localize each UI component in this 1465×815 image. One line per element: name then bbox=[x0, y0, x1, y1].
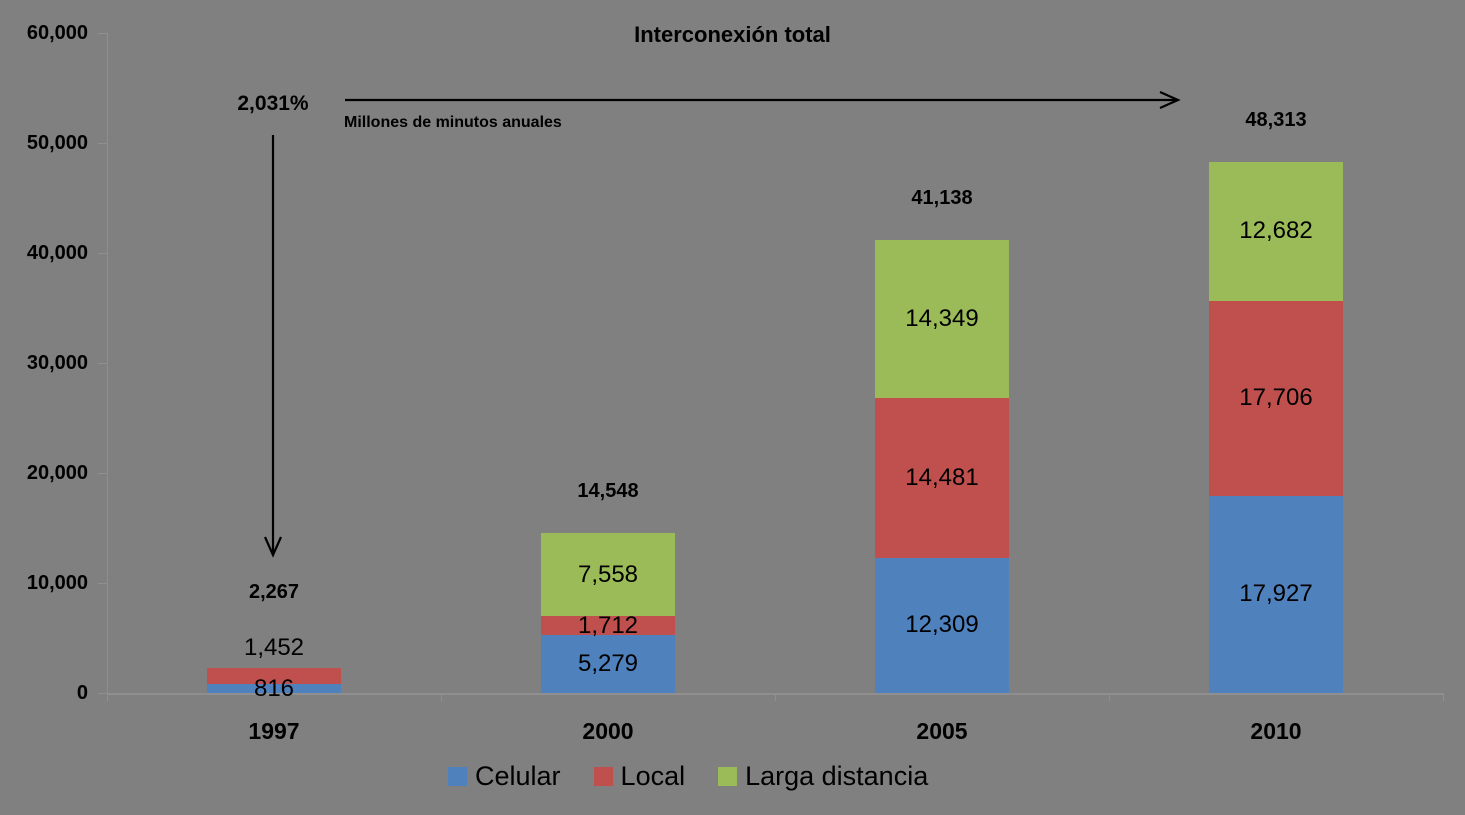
y-axis-tick bbox=[98, 693, 107, 694]
legend-item-local[interactable]: Local bbox=[593, 759, 686, 793]
legend-swatch-local bbox=[593, 766, 613, 786]
bar-segment-2000-larga-distancia[interactable] bbox=[541, 532, 675, 617]
y-axis-line bbox=[107, 33, 108, 693]
segment-label-2000-celular: 5,279 bbox=[577, 649, 639, 677]
bar-segment-2005-celular[interactable] bbox=[875, 557, 1009, 693]
x-axis-tick bbox=[775, 693, 776, 701]
y-axis-label-30000: 30,000 bbox=[26, 352, 88, 374]
y-axis-tick bbox=[98, 473, 107, 474]
legend-item-larga-distancia[interactable]: Larga distancia bbox=[718, 759, 928, 793]
total-label-1997: 2,267 bbox=[248, 581, 300, 604]
y-axis-label-0: 0 bbox=[76, 682, 88, 704]
y-axis-label-50000: 50,000 bbox=[26, 132, 88, 154]
x-axis-tick bbox=[107, 693, 108, 701]
bar-segment-2000-celular[interactable] bbox=[541, 634, 675, 693]
segment-label-1997-celular: 816 bbox=[253, 674, 295, 702]
growth-arrow-horizontal bbox=[345, 90, 1181, 110]
chart-legend: Celular Local Larga distancia bbox=[448, 759, 928, 793]
chart-title: Interconexión total bbox=[634, 22, 831, 47]
segment-label-1997-local: 1,452 bbox=[243, 634, 305, 662]
legend-swatch-celular bbox=[448, 766, 467, 786]
segment-label-2010-celular: 17,927 bbox=[1239, 580, 1313, 608]
y-axis-tick bbox=[98, 253, 107, 254]
y-axis-label-60000: 60,000 bbox=[26, 22, 88, 44]
bar-segment-2000-local[interactable] bbox=[541, 616, 675, 635]
y-axis-tick bbox=[98, 33, 107, 34]
growth-arrow-vertical bbox=[263, 135, 283, 558]
legend-label-larga-distancia: Larga distancia bbox=[745, 761, 929, 791]
bar-segment-2010-celular[interactable] bbox=[1209, 495, 1343, 693]
y-axis-label-20000: 20,000 bbox=[26, 462, 88, 484]
legend-label-local: Local bbox=[620, 761, 686, 791]
bar-segment-2010-larga-distancia[interactable] bbox=[1209, 161, 1343, 302]
segment-label-2010-local: 17,706 bbox=[1239, 384, 1313, 412]
segment-label-2000-local: 1,712 bbox=[577, 611, 639, 639]
x-axis-label-2005: 2005 bbox=[916, 718, 968, 744]
segment-label-2005-celular: 12,309 bbox=[905, 611, 979, 639]
legend-item-celular[interactable]: Celular bbox=[448, 759, 561, 793]
total-label-2005: 41,138 bbox=[911, 187, 973, 210]
segment-label-2010-larga-distancia: 12,682 bbox=[1239, 217, 1313, 245]
x-axis-label-1997: 1997 bbox=[248, 718, 300, 744]
y-axis-label-40000: 40,000 bbox=[26, 242, 88, 264]
y-axis-tick bbox=[98, 363, 107, 364]
x-axis-label-2000: 2000 bbox=[582, 718, 634, 744]
x-axis-tick bbox=[441, 693, 442, 701]
x-axis-tick bbox=[1443, 693, 1444, 701]
legend-swatch-larga-distancia bbox=[718, 766, 738, 786]
legend-label-celular: Celular bbox=[475, 761, 561, 791]
bar-segment-2010-local[interactable] bbox=[1209, 301, 1343, 496]
bar-segment-2005-larga-distancia[interactable] bbox=[875, 240, 1009, 399]
growth-percent-label: 2,031% bbox=[237, 92, 309, 115]
y-axis-label-10000: 10,000 bbox=[26, 572, 88, 594]
bar-segment-2005-local[interactable] bbox=[875, 398, 1009, 558]
segment-label-2005-local: 14,481 bbox=[905, 463, 979, 491]
x-axis-tick bbox=[1109, 693, 1110, 701]
total-label-2010: 48,313 bbox=[1245, 108, 1307, 131]
total-label-2000: 14,548 bbox=[577, 479, 639, 502]
bar-segment-1997-local[interactable] bbox=[207, 668, 341, 685]
bar-segment-1997-celular[interactable] bbox=[207, 684, 341, 693]
y-axis-tick bbox=[98, 583, 107, 584]
segment-label-2000-larga-distancia: 7,558 bbox=[577, 560, 639, 588]
x-axis-label-2010: 2010 bbox=[1250, 718, 1302, 744]
units-subtitle-label: Millones de minutos anuales bbox=[344, 114, 562, 131]
y-axis-tick bbox=[98, 143, 107, 144]
segment-label-2005-larga-distancia: 14,349 bbox=[905, 305, 979, 333]
